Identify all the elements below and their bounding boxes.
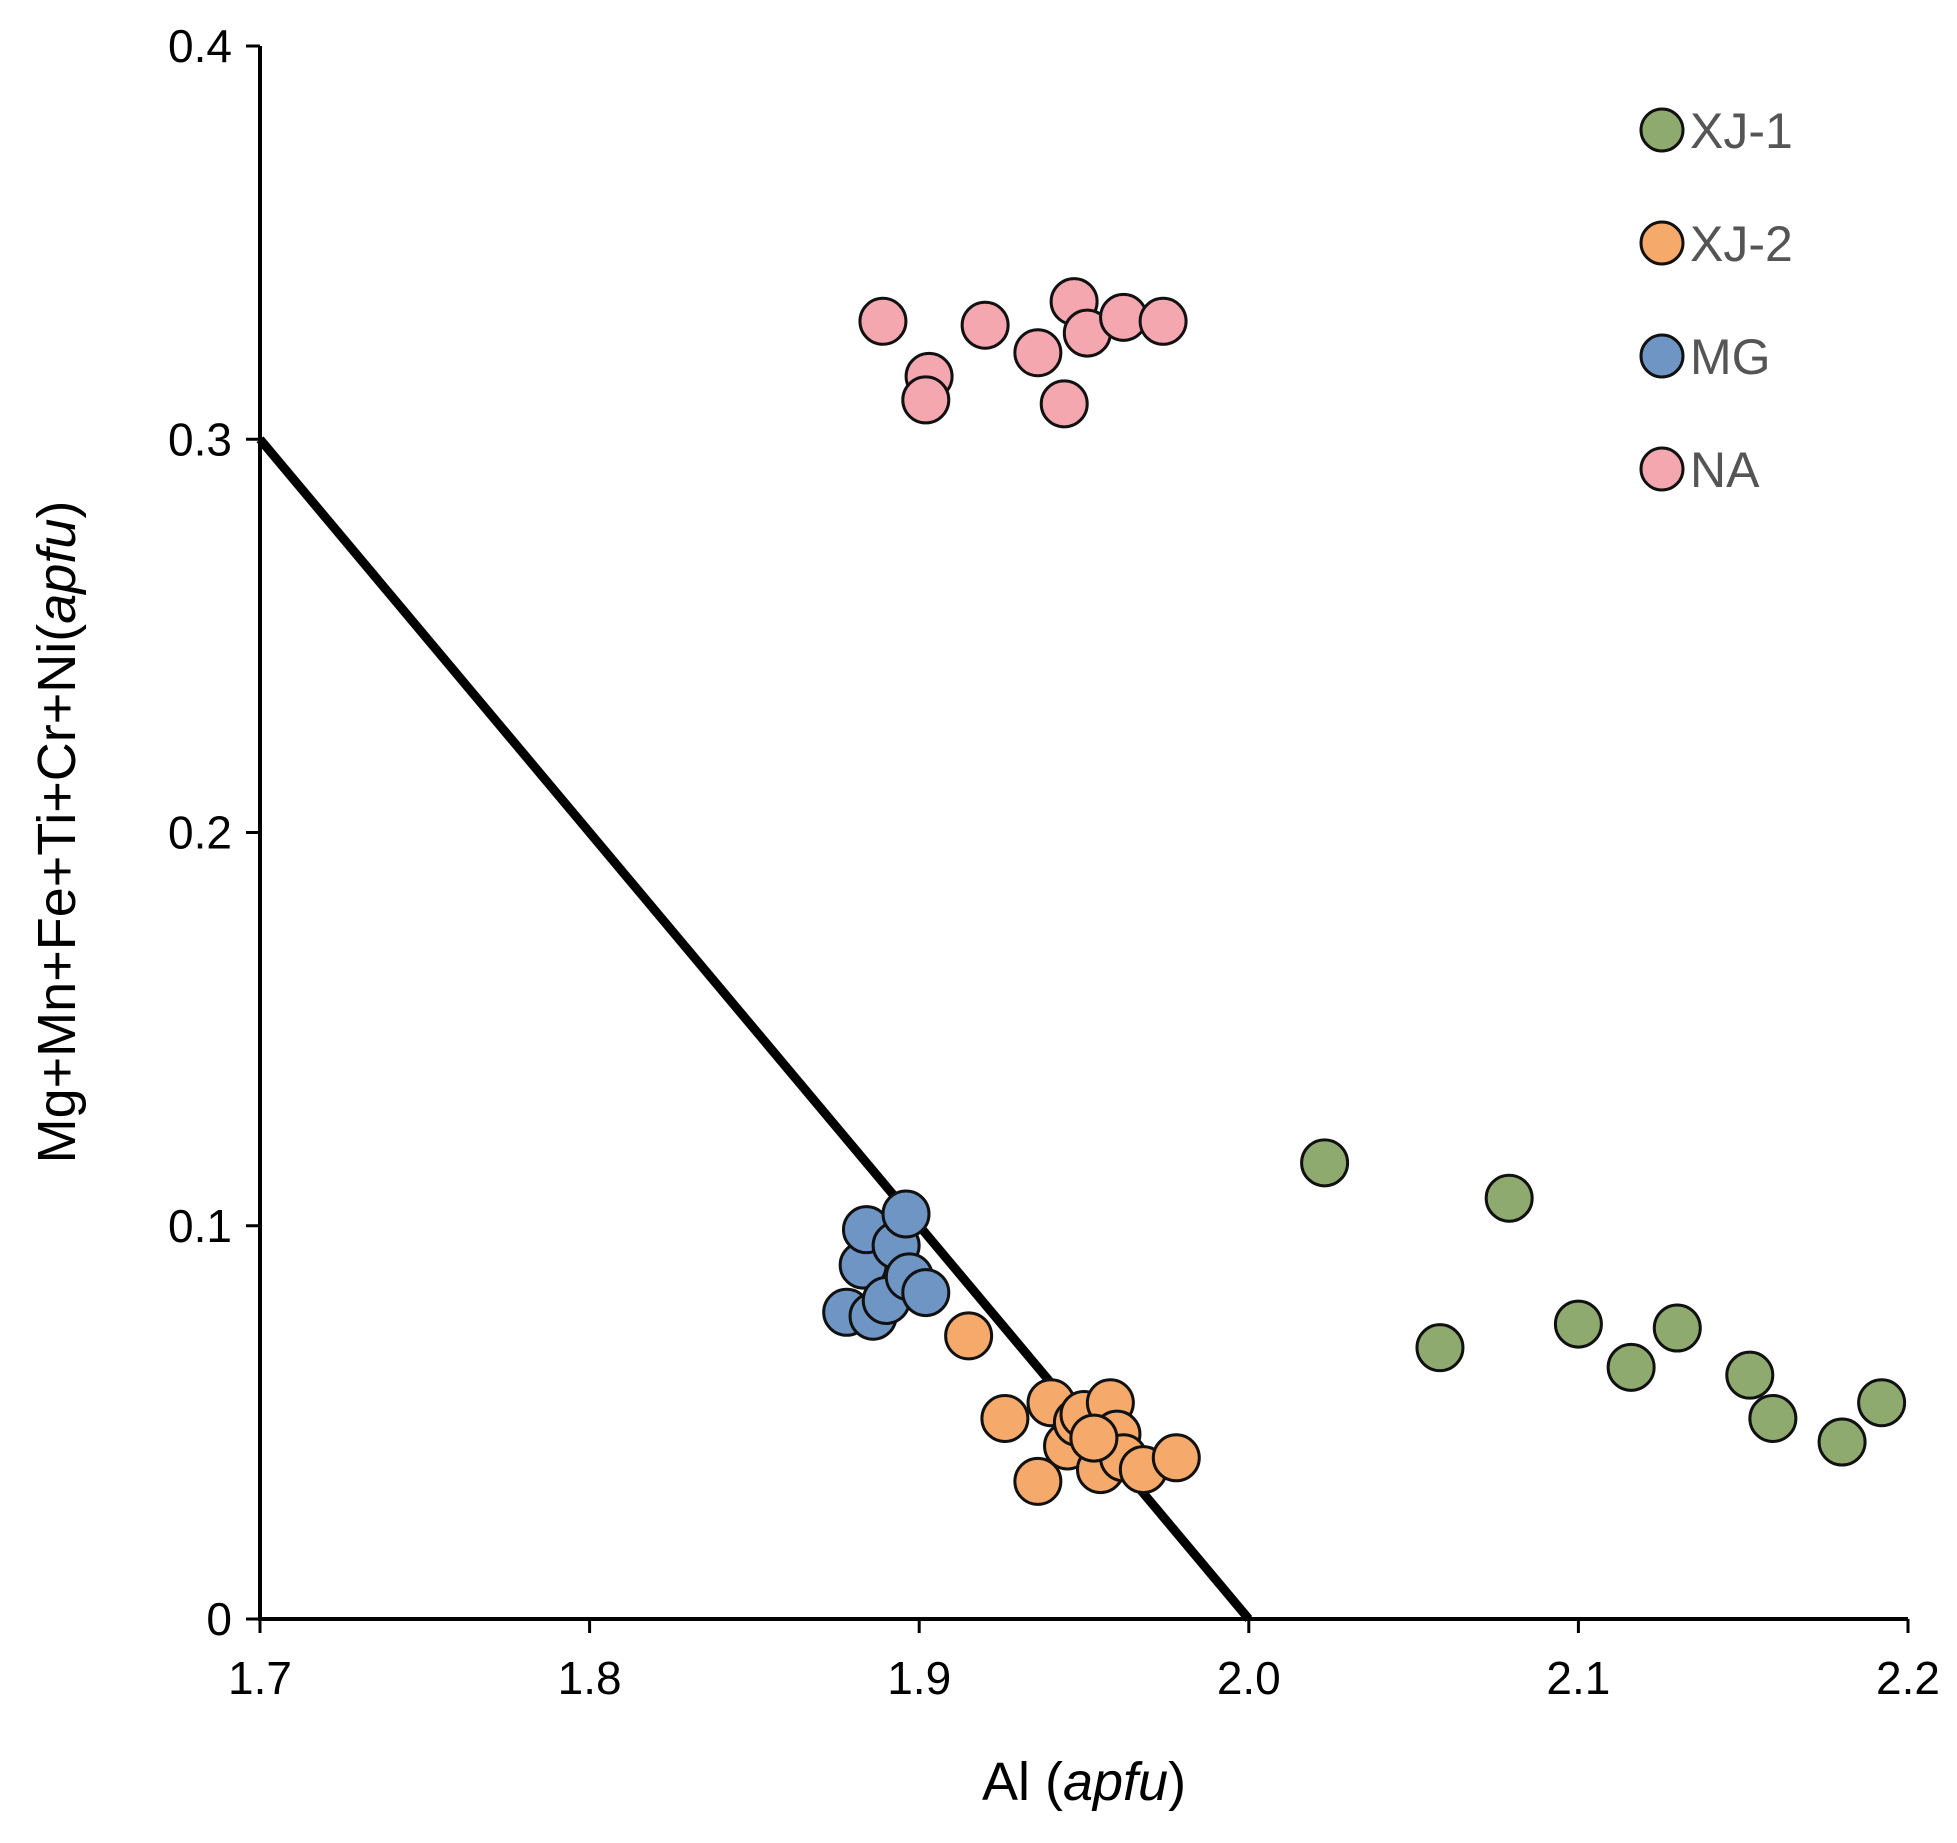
legend-label-xj-2: XJ-2 (1690, 216, 1793, 272)
point-xj-1 (1606, 1342, 1656, 1392)
y-tick-label: 0.3 (168, 413, 232, 465)
point-xj-1 (1725, 1350, 1775, 1400)
point-na (901, 375, 951, 425)
x-tick-label: 2.2 (1876, 1652, 1940, 1704)
point-na (858, 296, 908, 346)
point-xj-2 (944, 1311, 994, 1361)
point-xj-2 (980, 1393, 1030, 1443)
point-mg (881, 1189, 931, 1239)
x-tick-label: 1.9 (887, 1652, 951, 1704)
legend-marker-xj-2 (1639, 220, 1685, 266)
point-xj-2 (1151, 1433, 1201, 1483)
point-xj-1 (1748, 1393, 1798, 1443)
point-xj-1 (1553, 1299, 1603, 1349)
point-xj-1 (1300, 1138, 1350, 1188)
legend-label-mg: MG (1690, 329, 1771, 385)
y-tick-label: 0.4 (168, 20, 232, 72)
legend-label-na: NA (1690, 442, 1760, 498)
legend-marker-mg (1639, 333, 1685, 379)
x-axis-title: Al (apfu) (982, 1752, 1186, 1812)
point-mg (901, 1268, 951, 1318)
y-axis-title: Mg+Mn+Fe+Ti+Cr+Ni(apfu) (27, 501, 87, 1164)
legend-marker-na (1639, 446, 1685, 492)
point-xj-1 (1817, 1417, 1867, 1467)
y-tick-label: 0.2 (168, 807, 232, 859)
legend-marker-xj-1 (1639, 107, 1685, 153)
point-na (960, 300, 1010, 350)
x-tick-label: 2.1 (1546, 1652, 1610, 1704)
legend: XJ-1 XJ-2 MG NA (1639, 103, 1793, 498)
point-na (1138, 296, 1188, 346)
y-tick-label: 0 (206, 1593, 232, 1645)
point-xj-1 (1484, 1173, 1534, 1223)
point-xj-2 (1069, 1413, 1119, 1463)
point-xj-2 (1013, 1456, 1063, 1506)
point-xj-1 (1857, 1378, 1907, 1428)
point-na (1013, 328, 1063, 378)
point-xj-1 (1652, 1303, 1702, 1353)
x-tick-label: 2.0 (1217, 1652, 1281, 1704)
x-tick-label: 1.8 (558, 1652, 622, 1704)
point-na (1039, 379, 1089, 429)
y-tick-label: 0.1 (168, 1200, 232, 1252)
legend-label-xj-1: XJ-1 (1690, 103, 1793, 159)
x-tick-label: 1.7 (228, 1652, 292, 1704)
point-xj-1 (1415, 1323, 1465, 1373)
